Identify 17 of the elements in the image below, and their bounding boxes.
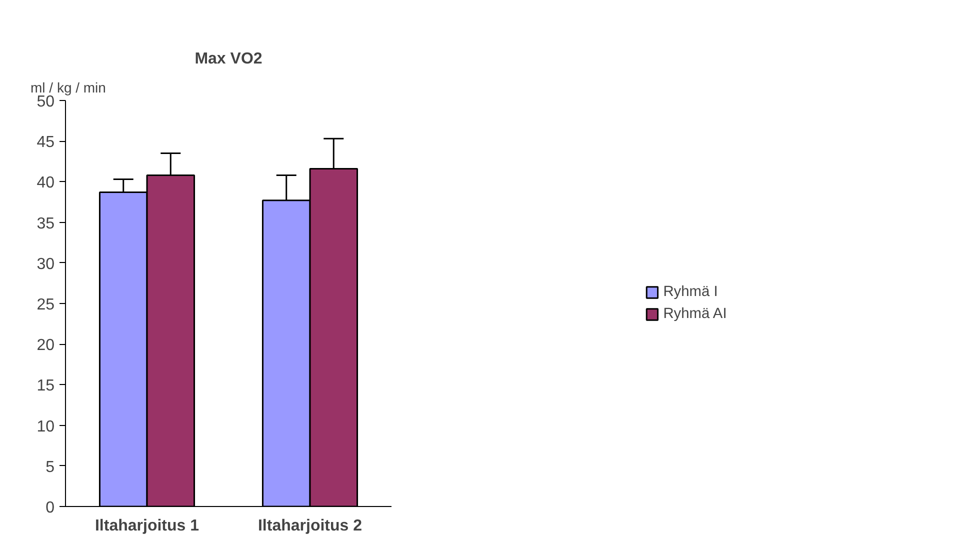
legend-label: Ryhmä AI (663, 306, 727, 322)
y-tick-label: 50 (36, 94, 55, 110)
x-tick-label: Iltaharjoitus 2 (258, 518, 362, 534)
x-tick-label: Iltaharjoitus 1 (94, 518, 200, 534)
y-tick-label: 20 (36, 337, 55, 354)
y-tick-label: 10 (36, 418, 55, 436)
y-tick-label: 15 (36, 378, 55, 395)
y-tick-label: 45 (36, 134, 55, 152)
y-tick-label: 25 (36, 296, 55, 314)
y-tick-label: 0 (46, 500, 55, 516)
y-tick-label: 5 (46, 458, 55, 476)
chart-title: Max VO2 (194, 50, 262, 68)
y-tick-label: 40 (36, 174, 55, 192)
legend-label: Ryhmä I (663, 284, 718, 300)
y-tick-label: 35 (36, 215, 55, 232)
y-axis-title: ml / kg / min (30, 80, 106, 96)
y-tick-label: 30 (36, 256, 55, 273)
